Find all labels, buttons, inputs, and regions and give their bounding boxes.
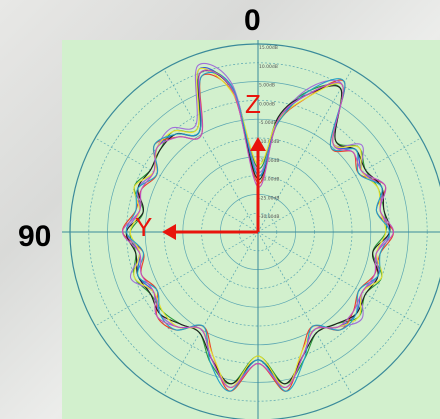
radial-tick-label: 5.00dB xyxy=(259,83,275,89)
radial-tick-label: -25.00dB xyxy=(259,195,279,201)
radial-tick-label: -15.00dB xyxy=(259,158,279,164)
y-arrow-head xyxy=(162,224,176,240)
grid-spoke xyxy=(163,69,259,233)
radial-tick-label: 10.00dB xyxy=(259,64,278,70)
grid-spoke xyxy=(163,231,259,395)
grid-spoke xyxy=(257,231,421,327)
radial-tick-label: -5.00dB xyxy=(259,120,277,126)
radial-tick-label: -30.00dB xyxy=(259,214,279,220)
coordinate-axes-overlay: Z Y xyxy=(135,89,266,242)
grid-spoke xyxy=(257,231,353,395)
angle-label-left: 90 xyxy=(18,220,51,253)
radial-tick-label: 0.00dB xyxy=(259,101,275,107)
z-axis-label: Z xyxy=(245,89,261,119)
grid-spoke xyxy=(257,69,353,233)
z-arrow-head xyxy=(250,137,266,151)
radial-tick-label: 15.00dB xyxy=(259,45,278,51)
grid-spoke xyxy=(257,137,421,233)
plot-background xyxy=(62,40,440,419)
grid-spoke xyxy=(95,137,259,233)
grid-spoke xyxy=(95,231,259,327)
radial-tick-label: -20.00dB xyxy=(259,177,279,183)
angle-label-top: 0 xyxy=(244,4,261,37)
series-line-8 xyxy=(122,69,394,389)
y-axis-label: Y xyxy=(135,212,152,242)
pattern-series xyxy=(122,62,394,392)
series-line-7 xyxy=(125,71,391,392)
